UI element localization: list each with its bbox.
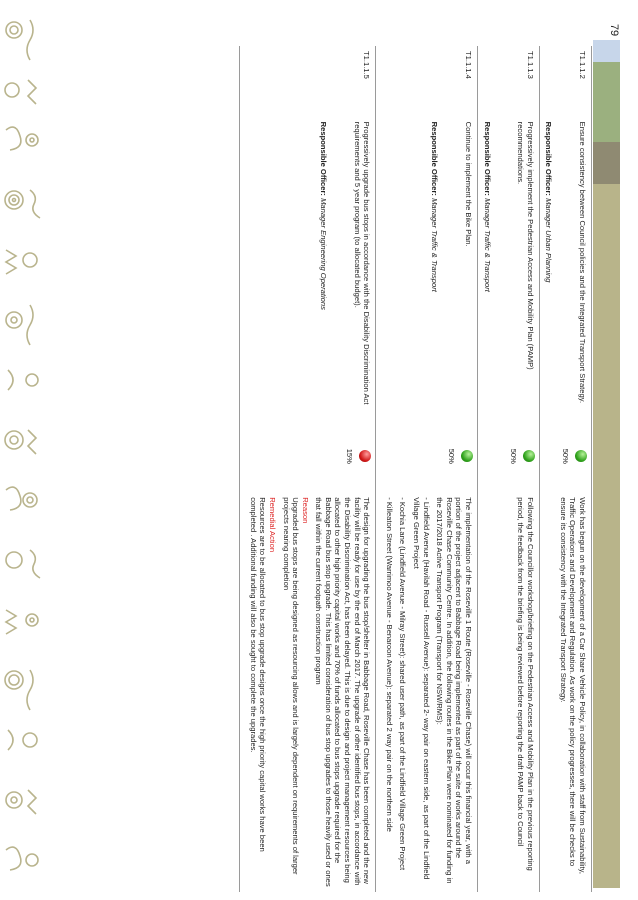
rotated-table-container: T1.1.1.2 Ensure consistency between Coun…	[54, 46, 592, 892]
action-cell: Continue to implement the Bike Plan. Res…	[375, 116, 478, 420]
action-cell: Progressively implement the Pedestrian A…	[477, 116, 540, 420]
decorative-pattern-border	[0, 0, 46, 900]
progress-percent: 50%	[561, 448, 570, 464]
responsible-value: Manager Traffic & Transport	[430, 198, 440, 292]
decorative-pattern-svg	[4, 19, 41, 871]
comment-text: The design for upgrading the bus stop/sh…	[314, 497, 372, 887]
comment-list-item: - Kochia Lane (Lindfield Avenue - Milray…	[398, 497, 408, 871]
responsible-label: Responsible Officer:	[544, 121, 554, 196]
comment-cell: The implementation of the Roseville 1 Ro…	[375, 492, 478, 892]
table-row: T1.1.1.3 Progressively implement the Ped…	[477, 46, 540, 892]
responsible-officer: Responsible Officer: Manager Traffic & T…	[430, 121, 440, 416]
row-id: T1.1.1.5	[239, 46, 376, 117]
action-cell: Ensure consistency between Council polic…	[539, 116, 592, 420]
strip-light-blue	[593, 40, 620, 62]
responsible-officer: Responsible Officer: Manager Traffic & T…	[482, 122, 492, 416]
reason-text: Upgraded bus stops are being designed as…	[281, 497, 301, 875]
action-cell: Progressively upgrade bus stops in accor…	[239, 116, 376, 420]
row-id: T1.1.1.4	[375, 46, 478, 117]
page-number: 79	[608, 23, 620, 37]
status-cell: 50%	[477, 419, 540, 493]
remedial-heading: Remedial Action	[267, 497, 277, 553]
reason-heading: Reason	[300, 497, 310, 524]
strip-green	[593, 62, 620, 142]
status-green-icon	[575, 450, 587, 463]
action-text: Progressively implement the Pedestrian A…	[516, 121, 535, 370]
progress-percent: 15%	[345, 448, 355, 464]
comment-cell: The design for upgrading the bus stop/sh…	[239, 492, 376, 892]
comment-list-item: - Killeaton Street (Warrimoo Avenue - Be…	[384, 497, 394, 832]
status-cell: 15%	[239, 419, 376, 493]
comment-text: The implementation of the Roseville 1 Ro…	[435, 497, 474, 884]
status-green-icon	[461, 450, 474, 463]
responsible-label: Responsible Officer:	[482, 121, 492, 196]
comment-cell: Following the Councillor workshop/briefi…	[477, 492, 540, 892]
action-text: Ensure consistency between Council polic…	[578, 121, 587, 404]
comment-text: Work has begun on the development of a C…	[558, 497, 587, 874]
responsible-officer: Responsible Officer: Manager Engineering…	[319, 121, 329, 416]
action-table: T1.1.1.2 Ensure consistency between Coun…	[239, 46, 592, 892]
responsible-value: Manager Urban Planning	[544, 198, 554, 283]
action-text: Progressively upgrade bus stops in accor…	[352, 121, 372, 405]
strip-top	[593, 0, 620, 40]
status-green-icon	[522, 450, 535, 463]
comment-cell: Work has begun on the development of a C…	[539, 492, 592, 892]
progress-percent: 50%	[508, 448, 518, 464]
row-id: T1.1.1.2	[539, 46, 592, 117]
comment-list-item: - Lindfield Avenue (Havilah Road - Russe…	[412, 497, 431, 880]
table-row: T1.1.1.4 Continue to implement the Bike …	[375, 46, 478, 892]
responsible-label: Responsible Officer:	[430, 121, 440, 196]
progress-percent: 50%	[447, 448, 457, 464]
comment-text: Following the Councillor workshop/briefi…	[516, 497, 535, 871]
responsible-officer: Responsible Officer: Manager Urban Plann…	[544, 121, 554, 416]
row-id: T1.1.1.3	[477, 46, 540, 117]
status-red-icon	[359, 450, 372, 463]
responsible-label: Responsible Officer:	[319, 121, 329, 196]
status-cell: 50%	[539, 419, 592, 493]
responsible-value: Manager Traffic & Transport	[482, 198, 492, 292]
strip-olive	[593, 184, 620, 888]
action-text: Continue to implement the Bike Plan.	[464, 121, 474, 247]
table-row: T1.1.1.2 Ensure consistency between Coun…	[539, 46, 592, 892]
responsible-value: Manager Engineering Operations	[319, 198, 329, 310]
table-row: T1.1.1.5 Progressively upgrade bus stops…	[239, 46, 376, 892]
remedial-text: Resources are to be allocated to bus sto…	[248, 497, 268, 852]
status-cell: 50%	[375, 419, 478, 493]
strip-dark	[593, 142, 620, 184]
